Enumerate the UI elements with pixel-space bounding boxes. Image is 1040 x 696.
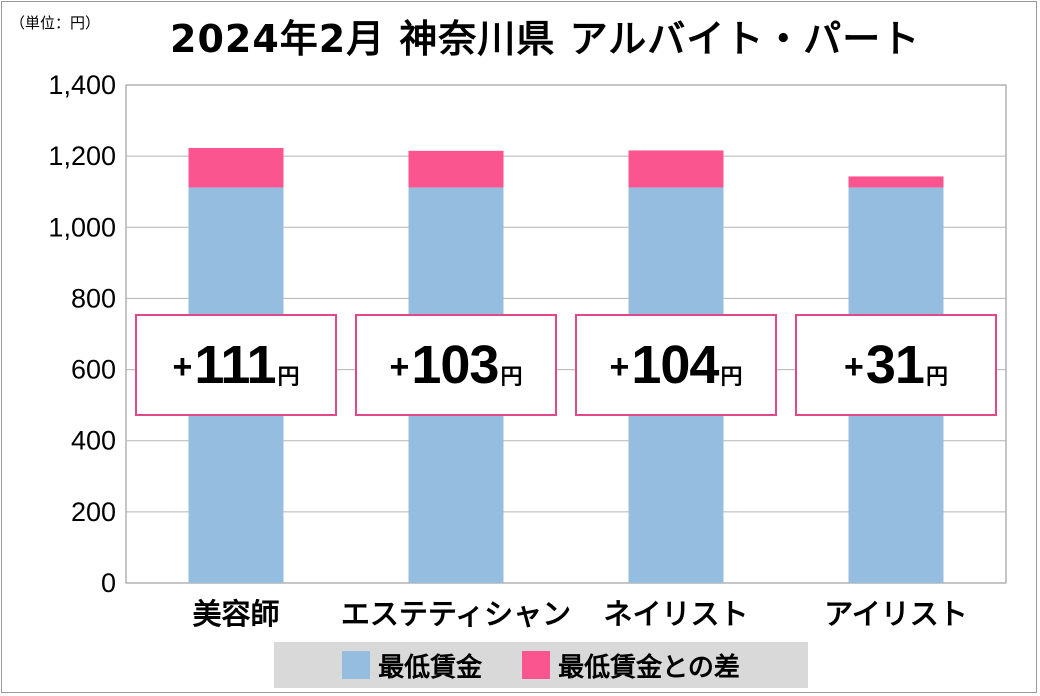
x-category-label: エステティシャン — [341, 597, 571, 631]
y-tick-label: 1,400 — [48, 70, 116, 100]
callout-unit: 円 — [277, 365, 300, 390]
callout-sign: + — [389, 347, 410, 386]
legend-swatch-min-wage — [342, 651, 371, 679]
legend-label-min-wage: 最低賃金 — [378, 652, 483, 683]
legend-item-min-wage: 最低賃金 — [342, 647, 482, 684]
callout-unit: 円 — [500, 365, 523, 390]
y-tick-label: 1,000 — [48, 212, 116, 242]
bar-diff — [188, 147, 284, 188]
callout-unit: 円 — [720, 365, 743, 390]
bar-diff — [848, 176, 944, 188]
y-tick-label: 400 — [71, 426, 116, 456]
difference-callout: +111 円 — [135, 314, 337, 416]
callout-number: 31 — [865, 335, 925, 395]
bar-diff — [408, 150, 504, 188]
x-category-label: アイリスト — [824, 597, 968, 631]
legend-label-diff: 最低賃金との差 — [558, 652, 740, 683]
x-category-label: ネイリスト — [603, 597, 748, 631]
x-category-label: 美容師 — [192, 597, 279, 631]
callout-number: 104 — [631, 335, 719, 395]
callout-number: 103 — [411, 335, 499, 395]
y-tick-label: 0 — [101, 568, 116, 598]
bar-diff — [628, 150, 724, 188]
difference-callout: +104 円 — [575, 314, 777, 416]
callout-unit: 円 — [925, 365, 948, 390]
y-tick-label: 800 — [71, 283, 116, 313]
chart-title: 2024年2月 神奈川県 アルバイト・パート — [170, 17, 921, 61]
legend-swatch-diff — [522, 651, 551, 679]
y-tick-label: 600 — [71, 355, 116, 385]
callout-number: 111 — [194, 335, 276, 395]
callout-sign: + — [172, 347, 193, 386]
callout-sign: + — [844, 347, 864, 386]
y-tick-label: 1,200 — [48, 141, 116, 171]
difference-callout: +103 円 — [355, 314, 557, 416]
difference-callout: +31 円 — [795, 314, 997, 416]
legend: 最低賃金 最低賃金との差 — [274, 642, 808, 688]
callout-sign: + — [609, 347, 630, 386]
legend-item-diff: 最低賃金との差 — [522, 647, 740, 684]
y-tick-label: 200 — [71, 497, 116, 527]
unit-label: （単位：円） — [10, 14, 101, 32]
